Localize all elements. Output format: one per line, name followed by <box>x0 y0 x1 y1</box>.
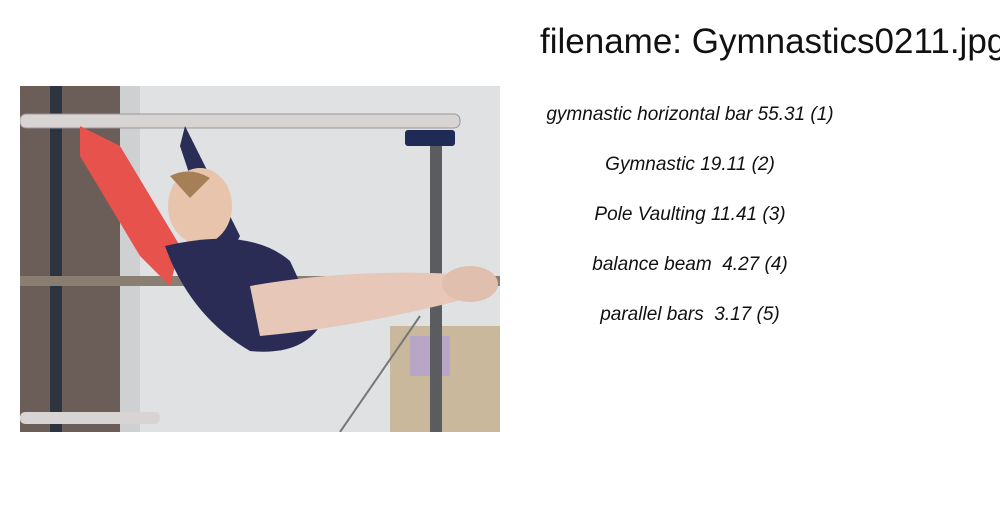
prediction: Gymnastic 19.11 (2) <box>605 154 775 175</box>
prediction-list: gymnastic horizontal bar 55.31 (1) Gymnas… <box>520 100 860 350</box>
photo <box>20 86 500 432</box>
filename-title: filename: Gymnastics0211.jpg <box>540 22 1000 61</box>
prediction: balance beam 4.27 (4) <box>592 254 788 275</box>
prediction: gymnastic horizontal bar 55.31 (1) <box>546 104 834 125</box>
prediction: Pole Vaulting 11.41 (3) <box>594 204 786 225</box>
prediction: parallel bars 3.17 (5) <box>600 304 780 325</box>
